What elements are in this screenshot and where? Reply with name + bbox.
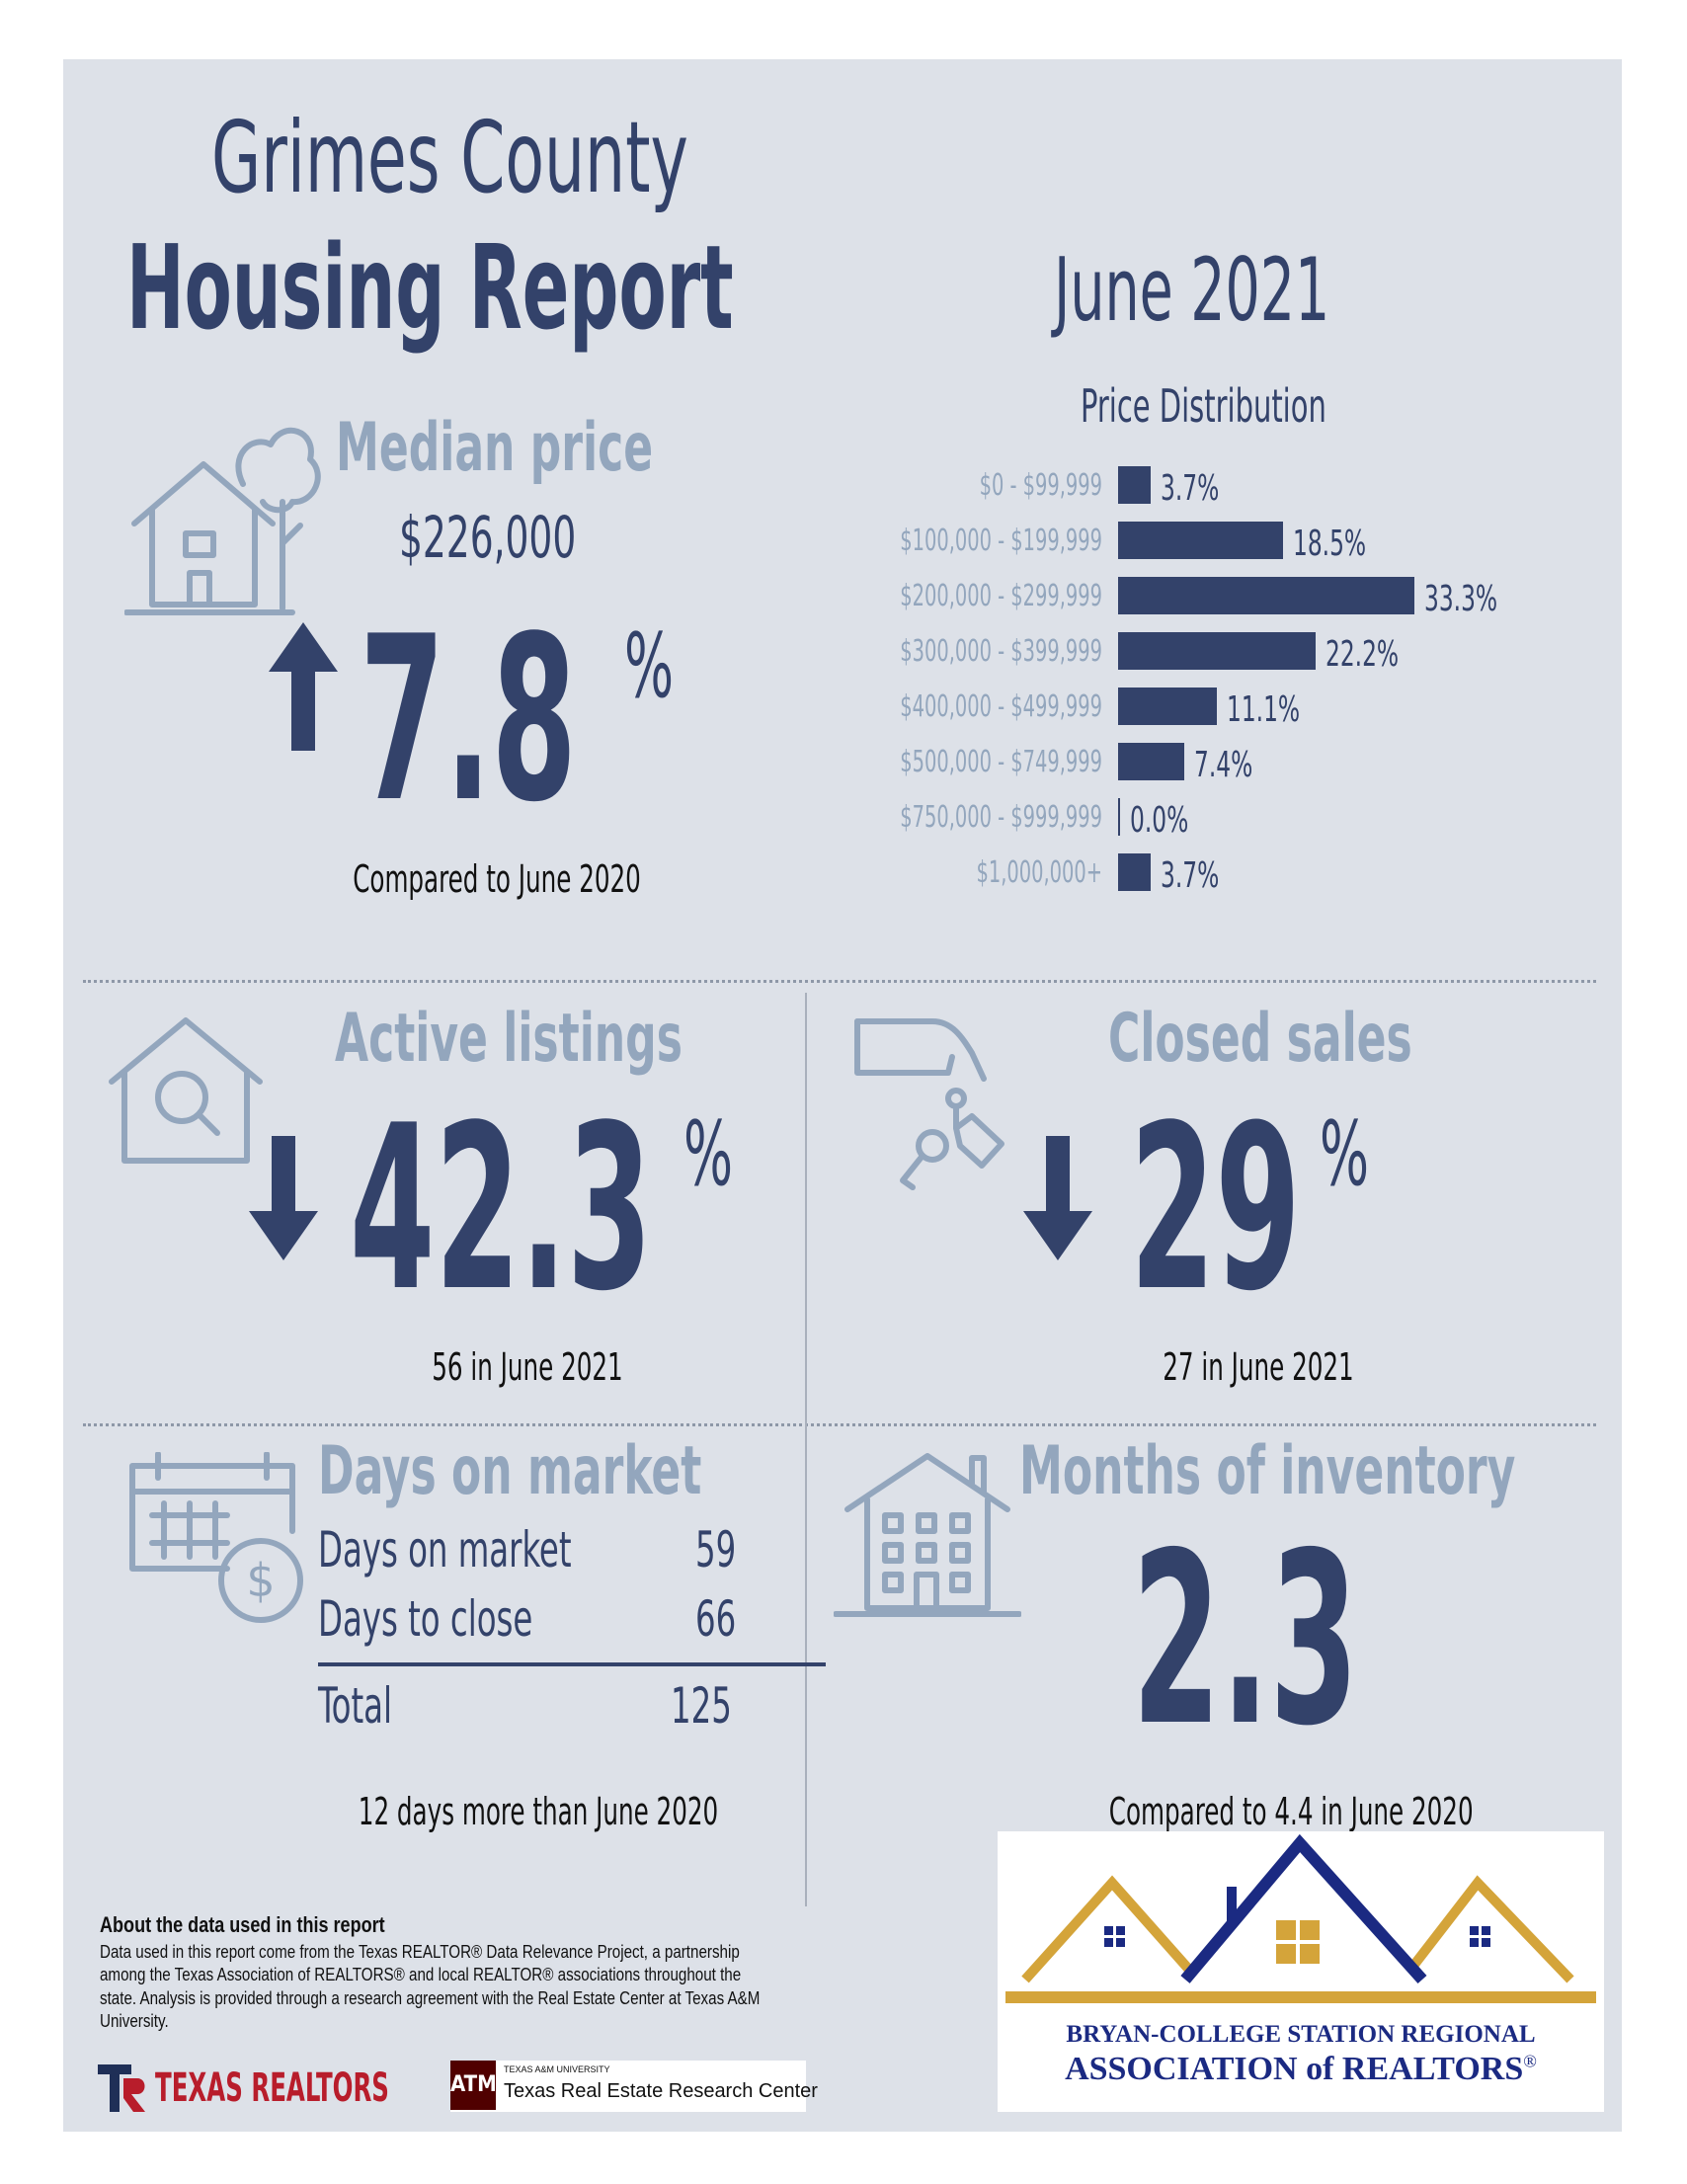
bar-value-label: 0.0% — [1130, 800, 1189, 841]
median-price-change: 7.8 — [360, 589, 577, 852]
bar — [1118, 632, 1316, 670]
bar — [1118, 743, 1184, 780]
bar — [1118, 522, 1283, 559]
bar-category-label: $1,000,000+ — [976, 855, 1102, 890]
median-percent-sign: % — [624, 614, 675, 718]
dom-value: 59 — [695, 1521, 737, 1578]
bar-category-label: $300,000 - $399,999 — [900, 634, 1102, 669]
bar — [1118, 577, 1414, 614]
bar — [1118, 853, 1152, 891]
report-title: Housing Report — [126, 219, 734, 356]
dtc-value-cell: 66 — [695, 1590, 774, 1648]
column-divider — [805, 993, 807, 1906]
report-title-county: Grimes County — [211, 100, 688, 215]
bar — [1118, 466, 1152, 504]
active-listings-change: 42.3 — [350, 1078, 653, 1341]
bar-category-label: $750,000 - $999,999 — [900, 800, 1102, 835]
price-distribution-chart: $0 - $99,999 3.7% $100,000 - $199,999 18.5%… — [63, 59, 1622, 948]
bar-value-label: 18.5% — [1292, 524, 1366, 564]
calendar-dollar-icon: $ — [129, 1452, 303, 1623]
houses-logo-icon — [1005, 1833, 1596, 2003]
dtc-row: Days to close — [318, 1590, 616, 1648]
arrow-down-icon — [1023, 1136, 1092, 1260]
dtc-value: 66 — [695, 1590, 737, 1648]
bcs-realtors-logo: BRYAN-COLLEGE STATION REGIONAL ASSOCIATI… — [998, 1831, 1604, 2112]
median-price-value: $226,000 — [399, 504, 577, 571]
texas-realtors-logo: TEXAS REALTORS — [98, 2063, 434, 2118]
section-divider — [83, 980, 1596, 983]
bar-value-label: 3.7% — [1161, 855, 1220, 896]
bcs-line2: ASSOCIATION of REALTORS® — [998, 2051, 1604, 2088]
median-price-heading: Median price — [336, 409, 654, 487]
closed-percent-sign: % — [1320, 1102, 1370, 1206]
bcs-line1: BRYAN-COLLEGE STATION REGIONAL — [1066, 2021, 1536, 2048]
total-value-cell: 125 — [671, 1677, 769, 1735]
bar-value-label: 11.1% — [1227, 689, 1301, 730]
total-label: Total — [318, 1677, 393, 1735]
building-icon — [834, 1453, 1021, 1617]
closed-caption: 27 in June 2021 — [1163, 1345, 1354, 1389]
dom-caption: 12 days more than June 2020 — [358, 1790, 719, 1833]
arrow-up-icon — [269, 622, 338, 751]
hand-keys-icon — [854, 1018, 1004, 1190]
svg-text:$: $ — [246, 1554, 275, 1607]
texas-realtors-text: TEXAS REALTORS — [155, 2065, 389, 2111]
house-search-icon — [109, 1017, 263, 1164]
tamu-mark-icon: ATM — [450, 2061, 497, 2110]
closed-sales-heading: Closed sales — [1108, 1000, 1412, 1078]
median-caption: Compared to June 2020 — [353, 857, 641, 901]
dom-label: Days on market — [318, 1521, 572, 1578]
section-divider — [83, 1423, 1596, 1426]
report-month: June 2021 — [1054, 239, 1330, 341]
bar-category-label: $500,000 - $749,999 — [900, 745, 1102, 779]
report-page: Grimes County Housing Report June 2021 M… — [63, 59, 1622, 2132]
house-tree-icon — [124, 427, 321, 615]
active-percent-sign: % — [683, 1102, 734, 1206]
total-value: 125 — [671, 1677, 732, 1735]
tamu-logo: ATM TEXAS A&M UNIVERSITY Texas Real Esta… — [450, 2061, 818, 2112]
price-distribution-title: Price Distribution — [1081, 379, 1326, 433]
dom-row: Days on market — [318, 1521, 670, 1578]
active-listings-heading: Active listings — [335, 1000, 683, 1078]
dom-value-cell: 59 — [695, 1521, 774, 1578]
active-caption: 56 in June 2021 — [432, 1345, 623, 1389]
months-inventory-heading: Months of inventory — [1019, 1432, 1516, 1510]
bar-value-label: 33.3% — [1424, 579, 1498, 619]
total-row: Total — [318, 1677, 421, 1735]
total-rule — [318, 1662, 826, 1666]
tamu-center-text: Texas Real Estate Research Center — [504, 2080, 818, 2102]
bar — [1118, 688, 1217, 725]
bar — [1118, 798, 1120, 836]
tamu-small-text: TEXAS A&M UNIVERSITY — [504, 2064, 610, 2074]
about-body: Data used in this report come from the T… — [100, 1941, 761, 2032]
about-heading: About the data used in this report — [100, 1912, 385, 1937]
registered-mark: ® — [1523, 2051, 1537, 2071]
arrow-down-icon — [249, 1136, 318, 1260]
bar-category-label: $100,000 - $199,999 — [900, 524, 1102, 558]
bar-value-label: 7.4% — [1193, 745, 1252, 785]
bar-category-label: $0 - $99,999 — [979, 468, 1102, 503]
bar-category-label: $200,000 - $299,999 — [900, 579, 1102, 613]
months-inventory-value: 2.3 — [1132, 1501, 1359, 1778]
days-on-market-heading: Days on market — [318, 1432, 702, 1510]
texas-realtors-mark-icon — [98, 2064, 145, 2112]
about-section: About the data used in this report Data … — [100, 1912, 781, 2033]
inventory-caption: Compared to 4.4 in June 2020 — [1108, 1790, 1474, 1833]
bar-value-label: 22.2% — [1326, 634, 1400, 675]
bar-category-label: $400,000 - $499,999 — [900, 689, 1102, 724]
closed-sales-change: 29 — [1130, 1078, 1301, 1341]
dtc-label: Days to close — [318, 1590, 533, 1648]
bar-value-label: 3.7% — [1161, 468, 1220, 509]
bcs-line2-text: ASSOCIATION of REALTORS — [1065, 2051, 1524, 2087]
